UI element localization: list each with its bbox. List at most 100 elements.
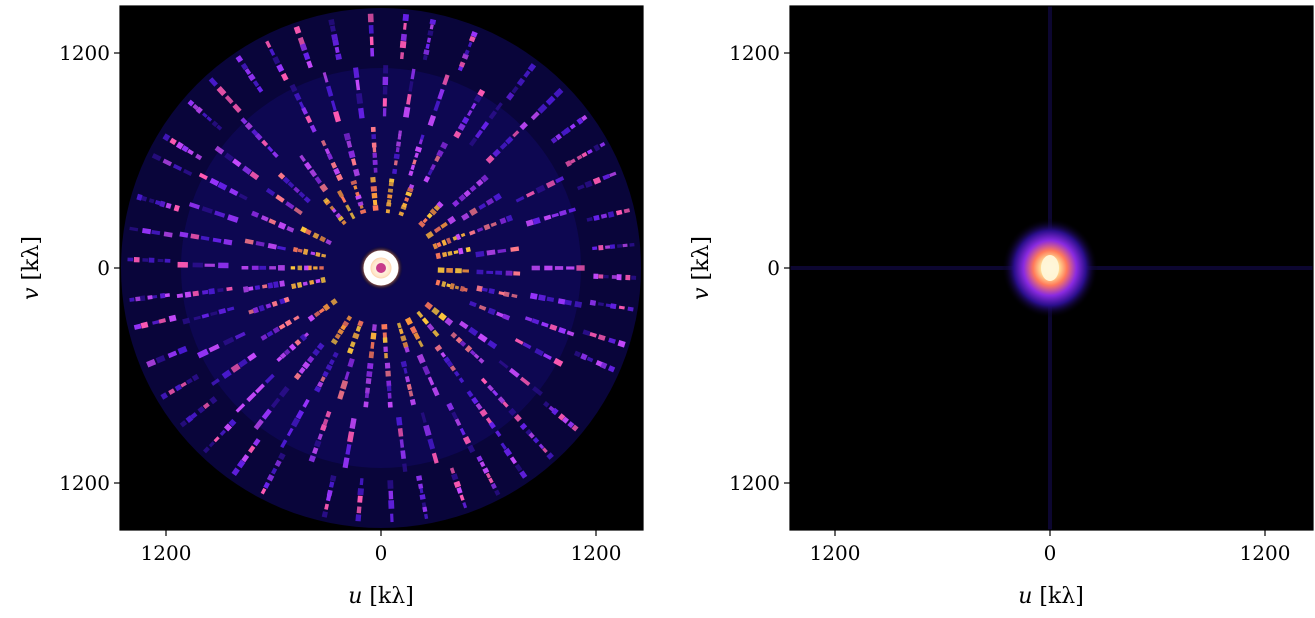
- uv-track: [374, 324, 375, 331]
- uv-track: [314, 448, 316, 454]
- uv-track: [279, 224, 285, 227]
- uv-track: [223, 372, 230, 377]
- uv-track: [280, 300, 285, 302]
- uv-track: [262, 217, 268, 220]
- uv-track: [360, 488, 361, 495]
- uv-track: [569, 423, 573, 426]
- uv-track: [519, 79, 523, 84]
- uv-track: [535, 350, 542, 354]
- uv-track: [306, 163, 310, 168]
- uv-track: [459, 488, 461, 493]
- uv-track: [471, 351, 475, 354]
- uv-track: [405, 368, 406, 373]
- uv-track: [171, 140, 176, 143]
- uv-track: [428, 214, 431, 217]
- uv-track: [268, 285, 273, 286]
- uv-track: [410, 81, 412, 91]
- uv-track: [609, 368, 614, 370]
- uv-track: [491, 423, 494, 428]
- uv-track: [566, 162, 570, 164]
- uv-track: [480, 90, 483, 95]
- uv-track: [618, 343, 624, 345]
- uv-track: [485, 468, 487, 472]
- uv-track: [269, 220, 275, 223]
- uv-track: [194, 317, 201, 319]
- uv-track: [305, 198, 309, 202]
- y-tick-label: 1200: [59, 471, 110, 495]
- uv-track: [442, 254, 446, 255]
- uv-track: [426, 425, 429, 435]
- uv-track: [243, 289, 248, 290]
- uv-track: [292, 286, 296, 287]
- uv-track: [420, 484, 421, 489]
- uv-track: [431, 25, 432, 30]
- uv-track: [328, 86, 331, 96]
- uv-track: [353, 159, 355, 166]
- uv-track: [166, 205, 171, 206]
- uv-track: [275, 57, 278, 63]
- uv-track: [455, 287, 459, 288]
- uv-track: [339, 191, 342, 197]
- uv-track: [442, 353, 445, 357]
- heatmap-left: [121, 8, 641, 528]
- uv-track: [594, 217, 599, 218]
- uv-track: [465, 437, 468, 443]
- uv-track: [285, 350, 289, 353]
- x-tick-label: 1200: [141, 541, 192, 565]
- uv-track: [476, 96, 479, 101]
- uv-track: [478, 181, 482, 185]
- uv-track: [424, 219, 427, 222]
- uv-track: [368, 378, 369, 384]
- y-axis-label-right: v [kλ]: [689, 236, 714, 300]
- uv-track: [547, 182, 554, 186]
- uv-track: [219, 184, 226, 188]
- uv-track: [425, 55, 426, 60]
- uv-track: [471, 187, 475, 191]
- uv-track: [333, 340, 335, 344]
- uv-track: [405, 14, 406, 21]
- uv-track: [460, 378, 463, 382]
- uv-track: [453, 412, 456, 418]
- uv-track: [420, 139, 421, 144]
- uv-track: [495, 195, 501, 199]
- uv-track: [274, 329, 279, 332]
- uv-track: [262, 489, 265, 494]
- uv-track: [464, 289, 468, 290]
- uv-track: [588, 151, 592, 153]
- uv-track: [415, 333, 418, 339]
- uv-track: [550, 407, 554, 410]
- uv-track: [555, 360, 562, 364]
- uv-track: [296, 94, 299, 100]
- uv-track: [278, 357, 282, 360]
- uv-track: [205, 448, 209, 452]
- uv-track: [443, 143, 446, 148]
- uv-track: [567, 332, 573, 334]
- uv-track: [345, 322, 347, 326]
- uv-track: [265, 483, 268, 488]
- uv-track: [457, 339, 461, 342]
- uv-track: [517, 465, 521, 471]
- uv-track: [281, 454, 284, 459]
- uv-track: [340, 217, 342, 220]
- uv-track: [403, 336, 405, 341]
- uv-track: [224, 241, 232, 242]
- uv-track: [164, 136, 169, 139]
- uv-track: [333, 163, 335, 168]
- uv-track: [367, 392, 368, 398]
- uv-track: [571, 125, 575, 128]
- uv-track: [162, 395, 167, 398]
- uv-track: [249, 311, 254, 313]
- uv-track: [461, 342, 465, 345]
- uv-track: [460, 124, 463, 129]
- uv-track: [312, 126, 315, 132]
- uv-track: [202, 292, 208, 293]
- uv-track: [434, 453, 437, 463]
- uv-track: [350, 359, 353, 367]
- uv-track: [597, 362, 602, 364]
- uv-track: [193, 293, 199, 294]
- uv-track: [410, 171, 411, 176]
- uv-track: [611, 306, 617, 307]
- uv-track: [337, 47, 338, 53]
